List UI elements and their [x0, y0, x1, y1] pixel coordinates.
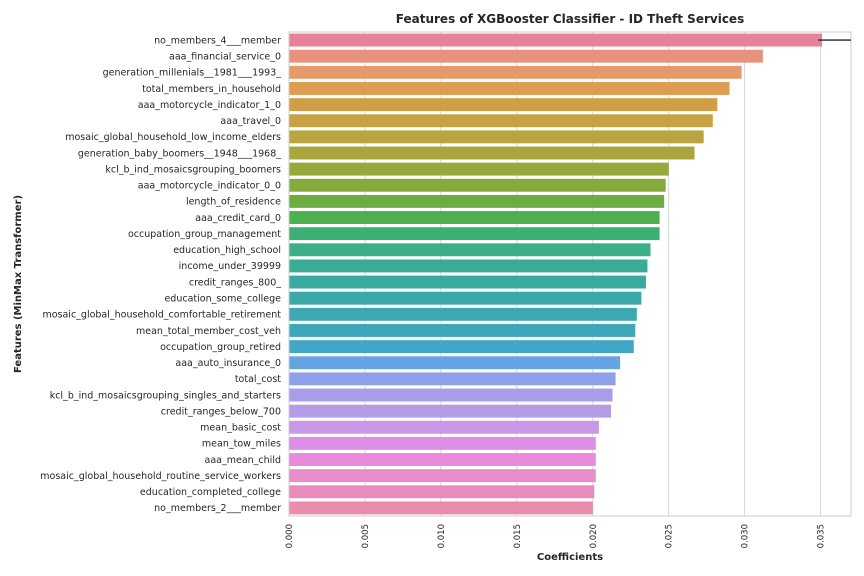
bar — [289, 114, 713, 128]
bar — [289, 436, 596, 450]
x-tick-label: 0.020 — [589, 524, 599, 548]
y-tick-label: occupation_group_retired — [160, 342, 281, 353]
y-axis-label: Features (MinMax Transformer) — [13, 195, 24, 373]
y-tick-label: aaa_motorcycle_indicator_0_0 — [138, 181, 281, 192]
y-tick-label: total_members_in_household — [142, 84, 281, 95]
y-tick-labels: no_members_4___member aaa_financial_servi… — [40, 35, 281, 514]
bar — [289, 340, 634, 354]
x-tick-label: 0.005 — [361, 524, 371, 548]
bar — [289, 275, 646, 289]
y-tick-label: education_high_school — [173, 245, 281, 256]
y-tick-label: education_completed_college — [140, 487, 281, 498]
y-tick-label: aaa_travel_0 — [220, 116, 281, 127]
y-tick-label: no_members_4___member — [154, 35, 281, 46]
y-tick-label: aaa_credit_card_0 — [195, 213, 281, 224]
bar — [289, 356, 621, 370]
bar — [289, 194, 665, 208]
bar — [289, 404, 612, 418]
y-tick-label: income_under_39999 — [179, 261, 281, 272]
y-tick-label: aaa_auto_insurance_0 — [175, 358, 281, 369]
bar — [289, 453, 596, 466]
x-axis-label: Coefficients — [537, 552, 603, 563]
bars — [289, 33, 823, 515]
bar — [289, 162, 669, 176]
bar — [289, 420, 599, 434]
bar — [289, 259, 648, 273]
y-tick-label: occupation_group_management — [128, 229, 281, 240]
bar — [289, 501, 593, 515]
y-tick-label: aaa_mean_child — [205, 455, 281, 466]
y-tick-label: length_of_residence — [186, 197, 281, 208]
bar — [289, 65, 742, 79]
x-tick-label: 0.000 — [285, 524, 295, 548]
bar — [289, 82, 730, 95]
bar — [289, 178, 666, 192]
y-tick-label: aaa_financial_service_0 — [169, 52, 281, 63]
bar — [289, 49, 763, 63]
bar — [289, 372, 616, 386]
x-tick-label: 0.010 — [437, 524, 447, 548]
y-tick-label: kcl_b_ind_mosaicsgrouping_boomers — [105, 164, 281, 175]
y-tick-label: generation_baby_boomers__1948___1968_ — [78, 148, 281, 159]
bar — [289, 33, 823, 47]
x-tick-label: 0.015 — [513, 524, 523, 548]
plot-frame — [288, 31, 852, 517]
bar — [289, 211, 660, 224]
bar — [289, 130, 704, 144]
y-tick-label: kcl_b_ind_mosaicsgrouping_singles_and_st… — [50, 390, 281, 401]
x-tick-label: 0.030 — [741, 524, 751, 548]
bar — [289, 98, 718, 112]
x-tick-label: 0.035 — [817, 524, 827, 548]
grid-lines — [288, 32, 822, 516]
y-tick-label: mosaic_global_household_low_income_elder… — [65, 132, 281, 143]
y-tick-label: credit_ranges_below_700 — [161, 406, 281, 417]
bar — [289, 324, 636, 337]
y-tick-label: aaa_motorcycle_indicator_1_0 — [138, 100, 281, 111]
y-tick-label: no_members_2___member — [154, 503, 281, 514]
bar — [289, 243, 651, 257]
chart-title: Features of XGBooster Classifier - ID Th… — [396, 12, 744, 26]
bar — [289, 388, 613, 402]
bar — [289, 307, 637, 321]
bar — [289, 227, 660, 241]
y-tick-label: total_cost — [235, 374, 281, 385]
y-tick-label: mosaic_global_household_comfortable_reti… — [42, 310, 281, 321]
bar — [289, 291, 642, 305]
bar — [289, 485, 595, 499]
y-tick-label: mean_total_member_cost_veh — [136, 326, 281, 337]
y-tick-label: education_some_college — [164, 294, 281, 305]
y-tick-label: mean_basic_cost — [200, 423, 281, 434]
bar — [289, 469, 596, 483]
y-tick-label: mean_tow_miles — [202, 439, 281, 450]
bar — [289, 146, 695, 160]
x-tick-label: 0.025 — [665, 524, 675, 548]
y-tick-label: generation_millenials__1981___1993_ — [103, 68, 282, 79]
y-tick-label: mosaic_global_household_routine_service_… — [40, 471, 281, 482]
x-tick-labels: 0.000 0.005 0.010 0.015 0.020 0.025 0.030 0.035 — [285, 524, 827, 548]
y-tick-label: credit_ranges_800_ — [189, 277, 281, 288]
